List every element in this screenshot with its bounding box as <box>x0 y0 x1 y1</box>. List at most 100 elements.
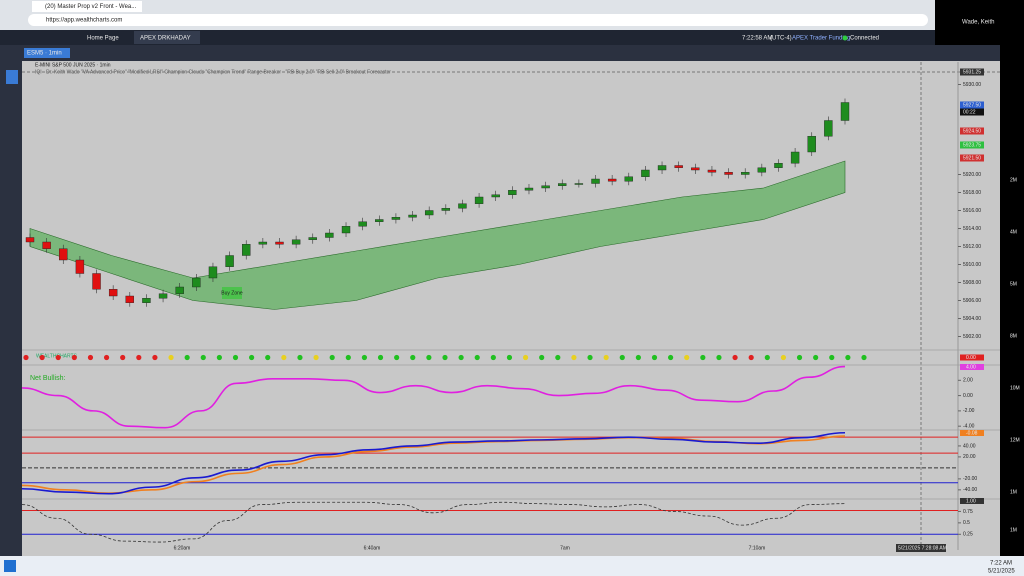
active-tab[interactable] <box>134 31 200 44</box>
symbol-tab[interactable] <box>24 48 70 58</box>
price-label: 5931.25 <box>963 69 981 75</box>
candle <box>424 210 434 216</box>
signal-dot <box>281 354 287 361</box>
y-tick-label: 0.00 <box>963 393 973 399</box>
candle <box>591 178 600 184</box>
signal-dot <box>442 354 448 361</box>
price-label-box <box>960 127 984 135</box>
signal-dot <box>71 354 77 361</box>
y-tick-label: 5906.00 <box>963 298 981 304</box>
candle <box>25 237 35 243</box>
signal-dot <box>361 354 368 361</box>
signal-dot <box>297 354 303 361</box>
signal-dot <box>152 354 158 361</box>
candle <box>92 273 101 290</box>
y-tick-label: 5916.00 <box>963 208 981 214</box>
time-label: 6:40am <box>364 545 381 551</box>
candle <box>624 176 633 182</box>
add-button[interactable] <box>6 70 18 84</box>
candle <box>108 289 118 297</box>
y-tick-label: 40.00 <box>963 443 976 449</box>
app-tab[interactable]: APEX DRKHADAY <box>140 36 191 42</box>
signal-dot <box>619 354 625 361</box>
y-tick-label: 5914.00 <box>963 226 981 232</box>
price-label-box <box>960 108 984 116</box>
taskbar <box>0 556 1024 576</box>
y-tick-label: 5930.00 <box>963 82 981 88</box>
browser-tab[interactable] <box>32 1 142 12</box>
account[interactable]: APEX Trader Funding <box>792 36 850 42</box>
signal-dot <box>813 354 819 361</box>
taskbar-date: 5/21/2025 <box>988 569 1015 575</box>
tab-title: (20) Master Prop v2 Front - Wea... <box>45 4 137 10</box>
volume-label: 1M <box>1010 527 1017 533</box>
y-tick-label: -2.00 <box>963 408 975 414</box>
candle <box>175 286 184 294</box>
y-tick-label: 20.00 <box>963 454 976 460</box>
signal-dot <box>345 354 351 361</box>
signal-dot <box>394 354 400 361</box>
candle <box>840 102 850 121</box>
candle <box>358 221 367 227</box>
y-tick-label: 5910.00 <box>963 262 981 268</box>
address-bar[interactable] <box>28 14 928 26</box>
signal-dot <box>410 354 416 361</box>
url: https://app.wealthcharts.com <box>46 18 122 24</box>
candle <box>391 217 401 220</box>
candle <box>192 277 201 288</box>
candle <box>541 185 550 189</box>
y-tick-label: 5912.00 <box>963 244 981 250</box>
signal-dot <box>39 354 45 361</box>
candle <box>574 183 584 185</box>
signal-dot <box>168 354 174 361</box>
signal-dot <box>829 354 835 361</box>
price-label: 5921.50 <box>963 155 981 161</box>
app-tab[interactable]: Home Page <box>87 36 119 42</box>
osc-label-box <box>960 354 984 361</box>
user-panel <box>935 0 1024 45</box>
start-button[interactable] <box>4 560 16 572</box>
signal-dot <box>716 354 722 361</box>
candle <box>607 178 617 182</box>
symbol-tab-label: ESM5 · 1min <box>27 51 62 57</box>
volume-label: 12M <box>1010 437 1020 443</box>
candle <box>142 298 151 303</box>
y-tick-label: 5902.00 <box>963 334 981 340</box>
candle <box>641 169 650 177</box>
candle <box>125 295 134 303</box>
osc-label-box <box>960 498 984 504</box>
price-label: 5927.50 <box>963 102 981 108</box>
candle <box>558 183 567 186</box>
osc-label: 1.00 <box>966 498 976 504</box>
signal-dot <box>313 354 319 361</box>
candle <box>524 187 534 191</box>
signal-dot <box>136 354 142 361</box>
price-label-box <box>960 68 984 76</box>
volume-label: 4M <box>1010 229 1017 235</box>
candle <box>741 172 750 175</box>
signal-dot <box>603 354 609 361</box>
candle <box>375 219 384 222</box>
y-tick-label: -4.00 <box>963 424 975 430</box>
signal-dot <box>474 354 480 361</box>
candle <box>308 237 317 240</box>
volume-label: 8M <box>1010 333 1017 339</box>
y-tick-label: 5908.00 <box>963 280 981 286</box>
candle <box>657 165 667 171</box>
y-tick-label: 5920.00 <box>963 172 981 178</box>
y-tick-label: 5918.00 <box>963 190 981 196</box>
cursor-time-box <box>896 544 946 552</box>
signal-dot <box>103 354 110 361</box>
volume-label: 5M <box>1010 281 1017 287</box>
signal-dot <box>635 354 641 361</box>
signal-dot <box>571 354 577 361</box>
candle <box>341 226 351 234</box>
signal-dot <box>265 354 271 361</box>
candle <box>158 293 168 299</box>
y-tick-label: -20.00 <box>963 476 977 482</box>
osc-label: 0.00 <box>966 355 976 361</box>
candle <box>408 214 417 218</box>
price-label-box <box>960 141 984 149</box>
sidebar <box>0 45 22 556</box>
status: Connected <box>850 36 879 42</box>
